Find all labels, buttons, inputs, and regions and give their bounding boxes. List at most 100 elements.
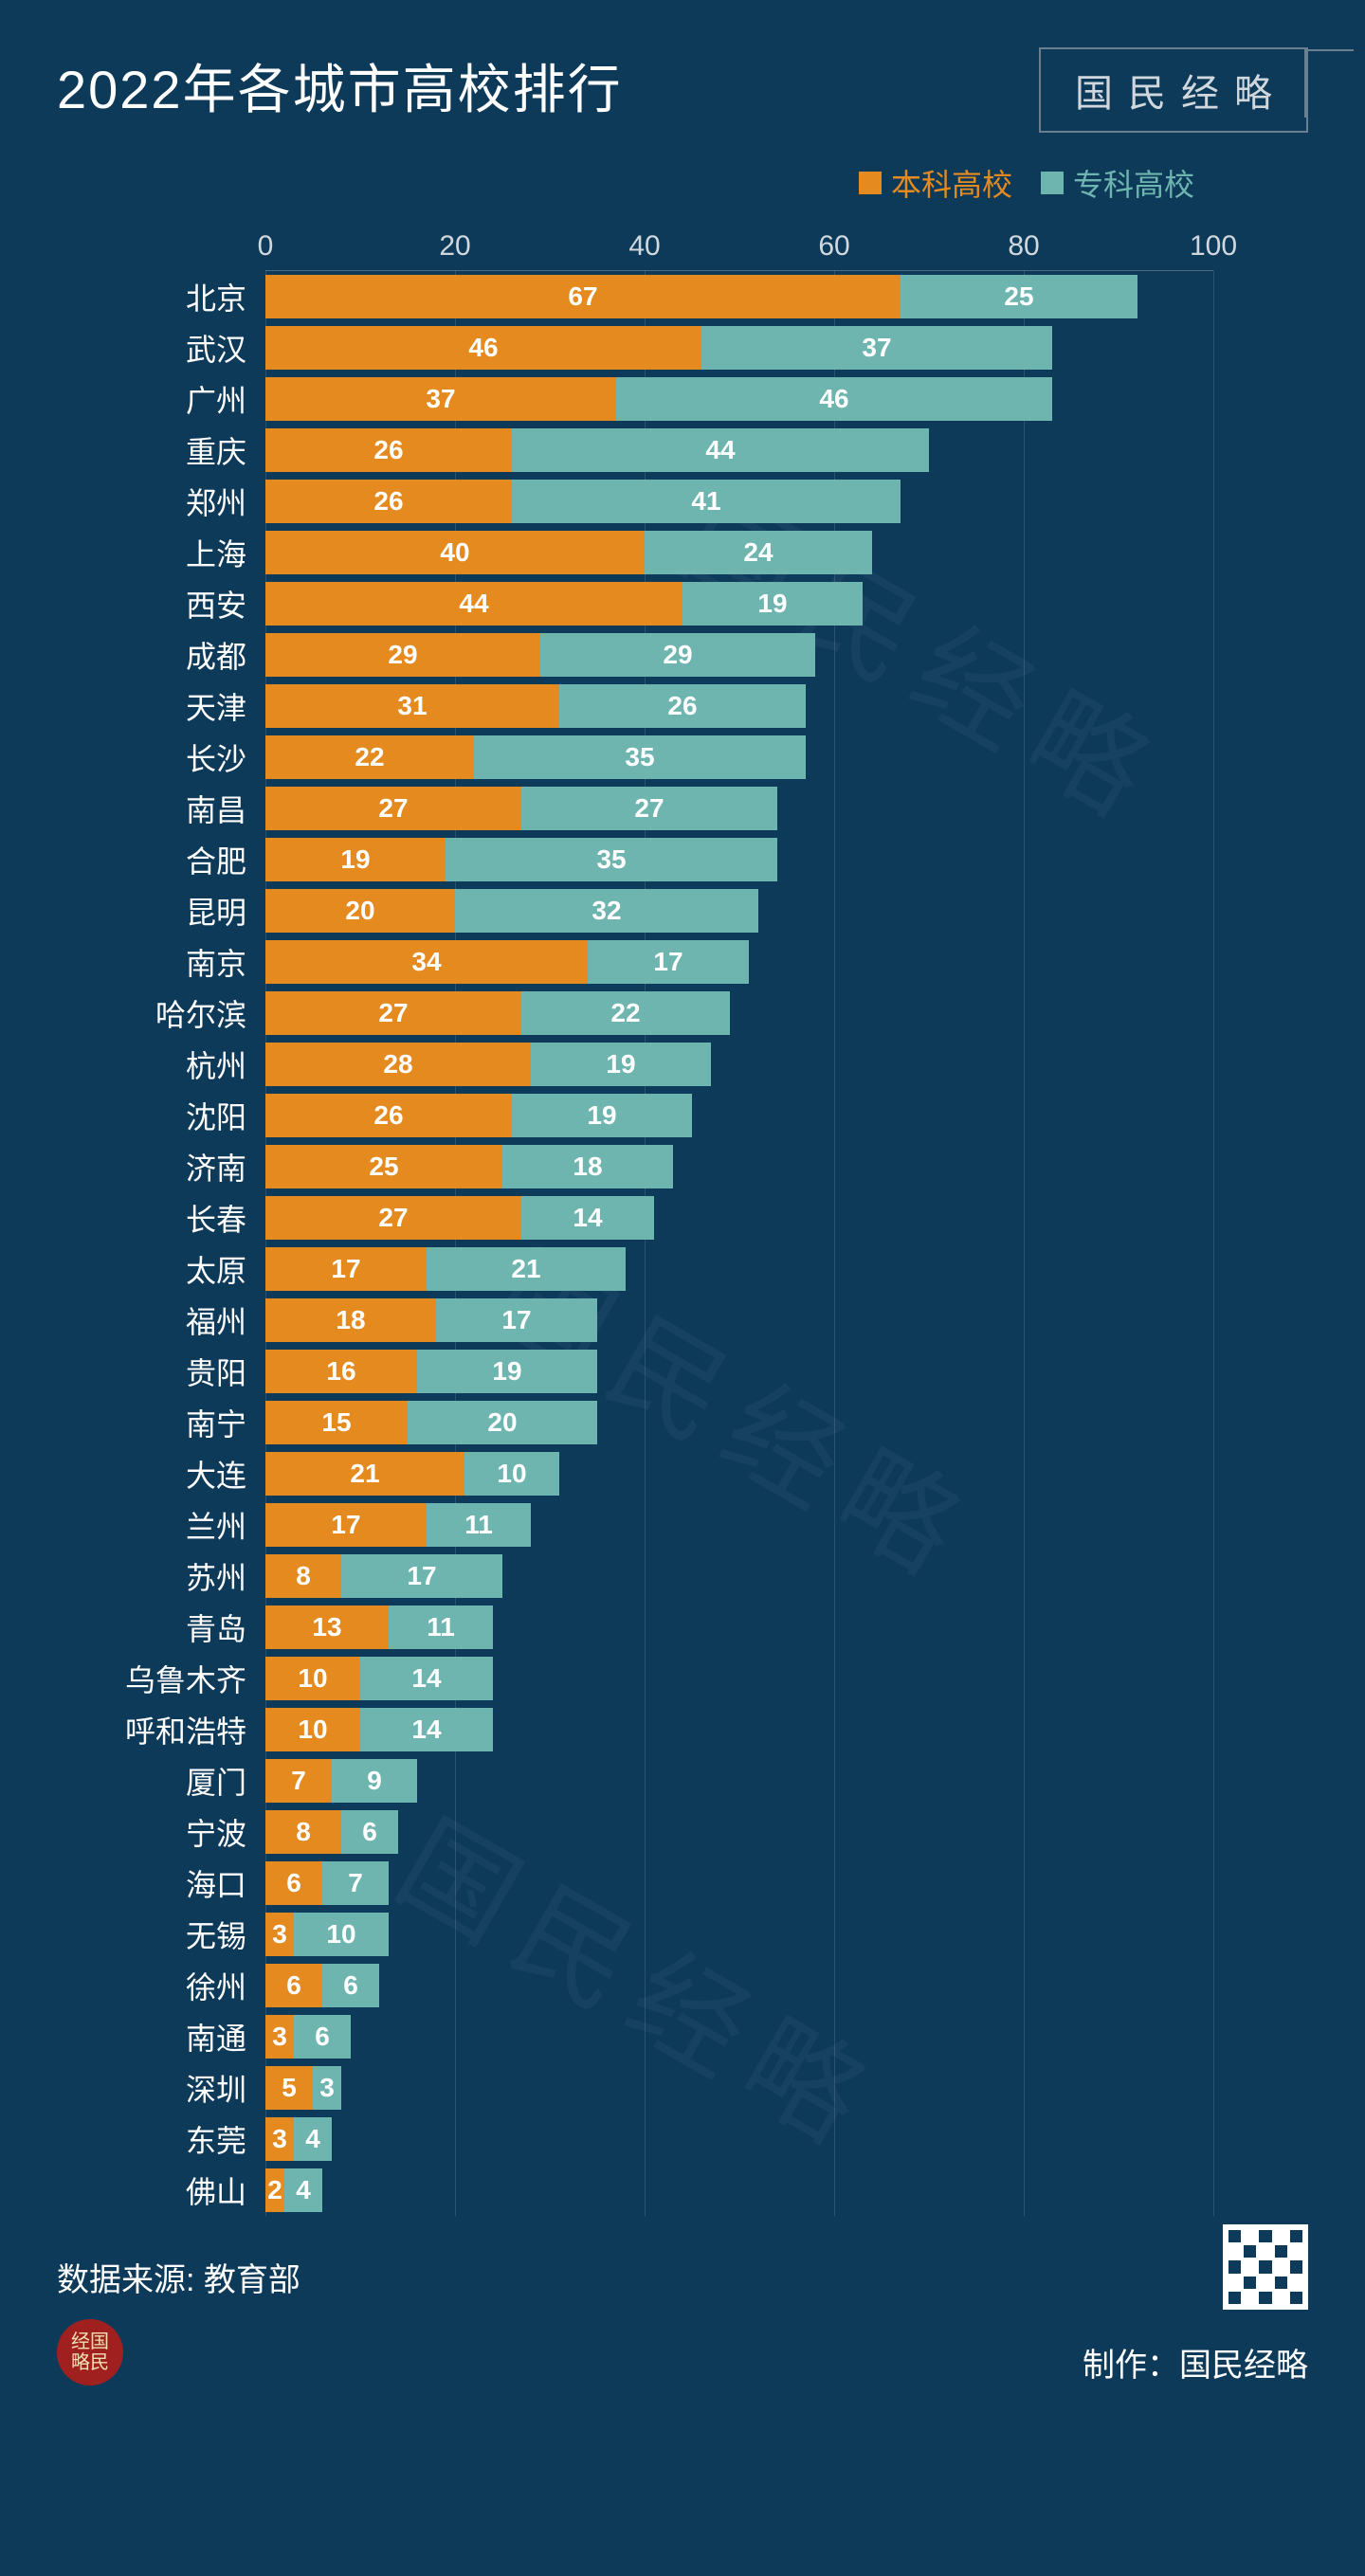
bar-row: 沈阳2619 bbox=[265, 1090, 1213, 1141]
bar-row: 佛山24 bbox=[265, 2165, 1213, 2216]
bar-wrap: 2619 bbox=[265, 1094, 1213, 1137]
bar-segment-benke: 31 bbox=[265, 684, 559, 728]
bar-segment-zhuanke: 19 bbox=[417, 1350, 597, 1393]
bar-segment-zhuanke: 46 bbox=[616, 377, 1052, 421]
header: 2022年各城市高校排行 国民经略 bbox=[57, 47, 1308, 133]
bar-row: 厦门79 bbox=[265, 1755, 1213, 1806]
city-label: 广州 bbox=[57, 377, 256, 421]
legend-item: 本科高校 bbox=[859, 161, 1012, 205]
legend-item: 专科高校 bbox=[1041, 161, 1194, 205]
x-tick: 20 bbox=[439, 230, 470, 263]
city-label: 贵阳 bbox=[57, 1350, 256, 1393]
bar-segment-benke: 15 bbox=[265, 1401, 408, 1444]
bar-segment-benke: 8 bbox=[265, 1810, 341, 1854]
bar-wrap: 817 bbox=[265, 1554, 1213, 1598]
gridline bbox=[1213, 271, 1214, 2216]
bar-wrap: 24 bbox=[265, 2168, 1213, 2212]
city-label: 徐州 bbox=[57, 1964, 256, 2007]
bar-segment-zhuanke: 6 bbox=[294, 2015, 351, 2059]
bar-segment-benke: 10 bbox=[265, 1708, 360, 1751]
bar-segment-benke: 37 bbox=[265, 377, 616, 421]
bar-segment-zhuanke: 32 bbox=[455, 889, 758, 933]
bar-wrap: 4419 bbox=[265, 582, 1213, 626]
bar-wrap: 2235 bbox=[265, 735, 1213, 779]
bar-segment-benke: 40 bbox=[265, 531, 645, 574]
bars: 北京6725武汉4637广州3746重庆2644郑州2641上海4024西安44… bbox=[265, 271, 1213, 2216]
city-label: 深圳 bbox=[57, 2066, 256, 2110]
bar-segment-benke: 5 bbox=[265, 2066, 313, 2110]
bar-row: 南昌2727 bbox=[265, 783, 1213, 834]
city-label: 南通 bbox=[57, 2015, 256, 2059]
bar-row: 无锡310 bbox=[265, 1909, 1213, 1960]
data-source: 数据来源: 教育部 bbox=[57, 2254, 300, 2300]
city-label: 乌鲁木齐 bbox=[57, 1657, 256, 1700]
bar-segment-benke: 27 bbox=[265, 1196, 521, 1240]
chart-area: 020406080100 北京6725武汉4637广州3746重庆2644郑州2… bbox=[57, 224, 1308, 2216]
bar-segment-zhuanke: 25 bbox=[901, 275, 1138, 318]
city-label: 济南 bbox=[57, 1145, 256, 1188]
bar-segment-benke: 26 bbox=[265, 480, 512, 523]
bar-segment-benke: 18 bbox=[265, 1298, 436, 1342]
bar-segment-benke: 21 bbox=[265, 1452, 464, 1496]
bar-segment-zhuanke: 4 bbox=[294, 2117, 332, 2161]
city-label: 西安 bbox=[57, 582, 256, 626]
bar-wrap: 2819 bbox=[265, 1043, 1213, 1086]
city-label: 苏州 bbox=[57, 1554, 256, 1598]
bar-row: 长沙2235 bbox=[265, 732, 1213, 783]
bar-wrap: 2929 bbox=[265, 633, 1213, 677]
bar-row: 宁波86 bbox=[265, 1806, 1213, 1858]
bar-row: 海口67 bbox=[265, 1858, 1213, 1909]
city-label: 长沙 bbox=[57, 735, 256, 779]
bar-segment-zhuanke: 11 bbox=[389, 1605, 493, 1649]
bar-row: 呼和浩特1014 bbox=[265, 1704, 1213, 1755]
bar-segment-benke: 67 bbox=[265, 275, 901, 318]
bar-segment-benke: 26 bbox=[265, 1094, 512, 1137]
bar-segment-zhuanke: 19 bbox=[682, 582, 863, 626]
bar-row: 兰州1711 bbox=[265, 1499, 1213, 1551]
bar-wrap: 2641 bbox=[265, 480, 1213, 523]
bar-segment-zhuanke: 6 bbox=[341, 1810, 398, 1854]
bar-wrap: 2714 bbox=[265, 1196, 1213, 1240]
bar-wrap: 1014 bbox=[265, 1708, 1213, 1751]
x-tick: 40 bbox=[628, 230, 660, 263]
city-label: 合肥 bbox=[57, 838, 256, 881]
bar-segment-benke: 19 bbox=[265, 838, 446, 881]
bar-row: 深圳53 bbox=[265, 2062, 1213, 2113]
bar-segment-zhuanke: 19 bbox=[512, 1094, 692, 1137]
bar-wrap: 6725 bbox=[265, 275, 1213, 318]
bar-segment-zhuanke: 10 bbox=[294, 1913, 389, 1956]
bar-row: 长春2714 bbox=[265, 1192, 1213, 1243]
bar-row: 苏州817 bbox=[265, 1551, 1213, 1602]
bar-row: 东莞34 bbox=[265, 2113, 1213, 2165]
city-label: 无锡 bbox=[57, 1913, 256, 1956]
bar-row: 杭州2819 bbox=[265, 1039, 1213, 1090]
bar-segment-benke: 27 bbox=[265, 787, 521, 830]
bar-row: 北京6725 bbox=[265, 271, 1213, 322]
qr-code-icon bbox=[1223, 2224, 1308, 2310]
bar-wrap: 2644 bbox=[265, 428, 1213, 472]
bar-row: 上海4024 bbox=[265, 527, 1213, 578]
credit: 制作：国民经略 bbox=[1083, 2339, 1308, 2386]
city-label: 大连 bbox=[57, 1452, 256, 1496]
bar-wrap: 1711 bbox=[265, 1503, 1213, 1547]
bar-segment-zhuanke: 35 bbox=[446, 838, 777, 881]
bar-row: 济南2518 bbox=[265, 1141, 1213, 1192]
bar-wrap: 1520 bbox=[265, 1401, 1213, 1444]
bar-wrap: 3746 bbox=[265, 377, 1213, 421]
bar-segment-zhuanke: 18 bbox=[502, 1145, 673, 1188]
bar-wrap: 36 bbox=[265, 2015, 1213, 2059]
bar-segment-zhuanke: 10 bbox=[464, 1452, 559, 1496]
bar-row: 合肥1935 bbox=[265, 834, 1213, 885]
bar-segment-benke: 13 bbox=[265, 1605, 389, 1649]
city-label: 郑州 bbox=[57, 480, 256, 523]
bar-row: 南通36 bbox=[265, 2011, 1213, 2062]
bar-wrap: 4637 bbox=[265, 326, 1213, 370]
bar-segment-zhuanke: 41 bbox=[512, 480, 901, 523]
bar-row: 徐州66 bbox=[265, 1960, 1213, 2011]
bar-row: 重庆2644 bbox=[265, 425, 1213, 476]
bar-row: 南宁1520 bbox=[265, 1397, 1213, 1448]
x-axis: 020406080100 bbox=[265, 224, 1213, 271]
footer: 数据来源: 教育部 经国 略民 制作：国民经略 bbox=[57, 2254, 1308, 2386]
city-label: 佛山 bbox=[57, 2168, 256, 2212]
bar-wrap: 1935 bbox=[265, 838, 1213, 881]
